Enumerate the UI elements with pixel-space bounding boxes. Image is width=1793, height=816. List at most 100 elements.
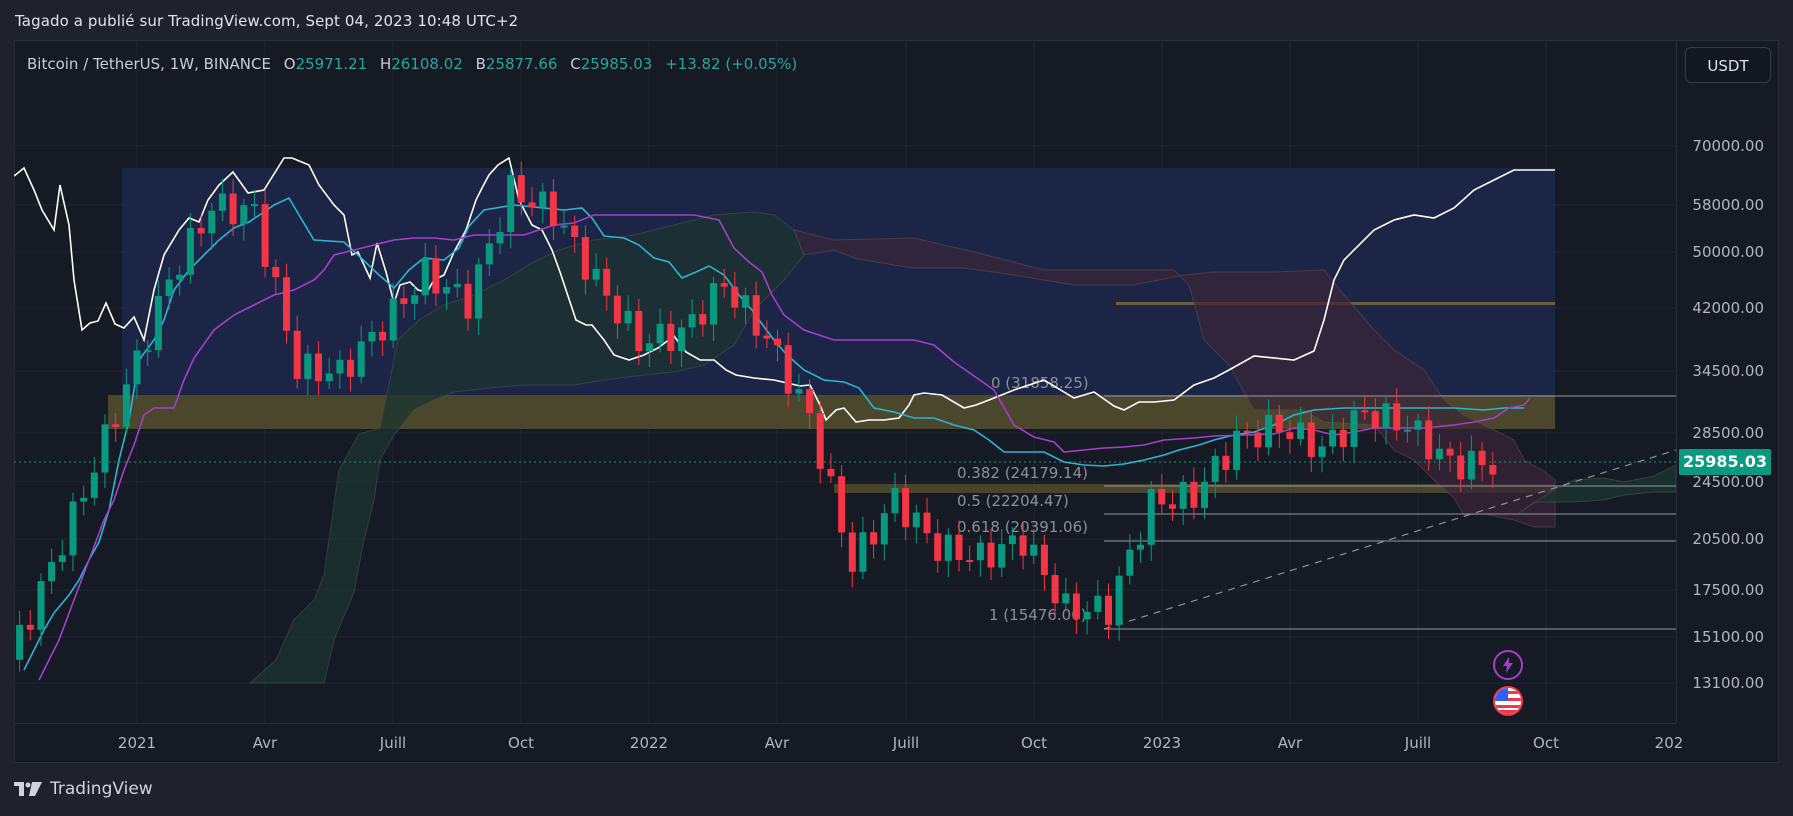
kijun-sen: [38, 214, 1531, 681]
ichimoku-cloud-future: [1518, 464, 1676, 514]
candle: [1446, 448, 1454, 456]
candle: [229, 193, 237, 225]
candle: [432, 258, 440, 294]
lightning-event-icon[interactable]: [1493, 650, 1523, 680]
price-tick: 13100.00: [1692, 674, 1764, 692]
candle: [912, 512, 920, 528]
candle: [101, 424, 109, 473]
fib-level-0382: 0.382 (24179.14): [957, 464, 1088, 482]
candle: [165, 279, 173, 297]
candle: [955, 534, 963, 561]
candle: [1201, 481, 1208, 508]
candle: [16, 624, 24, 660]
candle: [58, 555, 66, 563]
candle: [464, 283, 472, 319]
candle: [645, 343, 653, 352]
candle: [1318, 446, 1326, 457]
candle: [1297, 422, 1305, 440]
candle: [315, 353, 322, 382]
candle: [795, 389, 803, 394]
candle: [1329, 429, 1337, 447]
price-tick: 15100.00: [1692, 628, 1764, 646]
candle: [1457, 455, 1465, 480]
candle: [1158, 488, 1166, 505]
open-label: O: [283, 55, 296, 73]
candle: [325, 373, 333, 382]
high-value: 26108.02: [391, 55, 463, 73]
price-tick: 24500.00: [1692, 473, 1764, 491]
candle: [966, 560, 974, 563]
candle: [80, 497, 88, 502]
time-axis[interactable]: 2021 Avr Juill Oct 2022 Avr Juill Oct 20…: [14, 723, 1683, 764]
candle: [1286, 432, 1294, 440]
candle: [1243, 430, 1251, 433]
candle: [218, 193, 226, 211]
candle: [26, 624, 34, 630]
candle: [1179, 481, 1187, 509]
candle: [710, 283, 717, 325]
candle: [581, 236, 589, 280]
candle: [336, 359, 344, 374]
candle: [880, 513, 888, 545]
close-value: 25985.03: [580, 55, 653, 73]
candle: [443, 287, 451, 294]
candle: [1403, 429, 1411, 432]
candle: [624, 310, 632, 324]
candle: [923, 512, 931, 534]
candle: [1040, 544, 1048, 576]
candle: [1489, 465, 1497, 475]
candle: [859, 532, 867, 572]
candle: [186, 227, 194, 275]
candle: [1275, 414, 1283, 433]
candle: [998, 544, 1006, 568]
fib-level-05: 0.5 (22204.47): [957, 492, 1069, 510]
last-price-badge: 25985.03: [1679, 449, 1771, 475]
candle: [304, 353, 312, 379]
candle: [37, 581, 45, 630]
candle: [1008, 535, 1016, 545]
candle: [1414, 420, 1422, 430]
candle: [475, 264, 483, 319]
candle: [208, 210, 216, 234]
time-tick: 2022: [629, 734, 669, 752]
candle: [987, 542, 995, 568]
candle: [592, 268, 600, 280]
time-tick: Juill: [892, 734, 920, 752]
support-trendline: [1103, 449, 1676, 630]
candle: [870, 532, 878, 545]
time-tick: Juill: [379, 734, 407, 752]
candle: [507, 175, 515, 233]
candle: [848, 532, 856, 572]
candles: [16, 161, 1497, 672]
price-axis[interactable]: 70000.00 58000.00 50000.00 42000.00 3450…: [1676, 40, 1780, 723]
candle: [485, 243, 493, 265]
time-tick: 202: [1654, 734, 1684, 752]
candle: [1425, 420, 1433, 460]
time-tick: 2023: [1142, 734, 1182, 752]
candle: [421, 258, 429, 296]
currency-button[interactable]: USDT: [1685, 47, 1771, 83]
candle: [1072, 593, 1080, 620]
candle: [517, 175, 525, 203]
candle: [635, 310, 643, 352]
fib-level-1: 1 (15476.00): [989, 606, 1087, 624]
candle: [1105, 595, 1112, 625]
candle: [774, 338, 781, 346]
candle: [357, 341, 365, 377]
candle: [1307, 422, 1315, 457]
price-tick: 58000.00: [1692, 196, 1764, 214]
candle: [1137, 544, 1144, 550]
price-chart[interactable]: 0 (31858.25) 0.382 (24179.14) 0.5 (22204…: [14, 40, 1676, 723]
candle: [902, 487, 910, 528]
candle: [1254, 432, 1262, 448]
tradingview-brand: TradingView: [50, 779, 153, 799]
us-flag-event-icon[interactable]: [1493, 686, 1523, 716]
time-tick: Avr: [1277, 734, 1303, 752]
candle: [944, 534, 952, 561]
candle: [806, 389, 814, 413]
candle: [133, 350, 141, 385]
open-value: 25971.21: [295, 55, 368, 73]
tradingview-logo[interactable]: TradingView: [14, 779, 153, 799]
candle: [1222, 455, 1230, 470]
candle: [678, 327, 685, 351]
